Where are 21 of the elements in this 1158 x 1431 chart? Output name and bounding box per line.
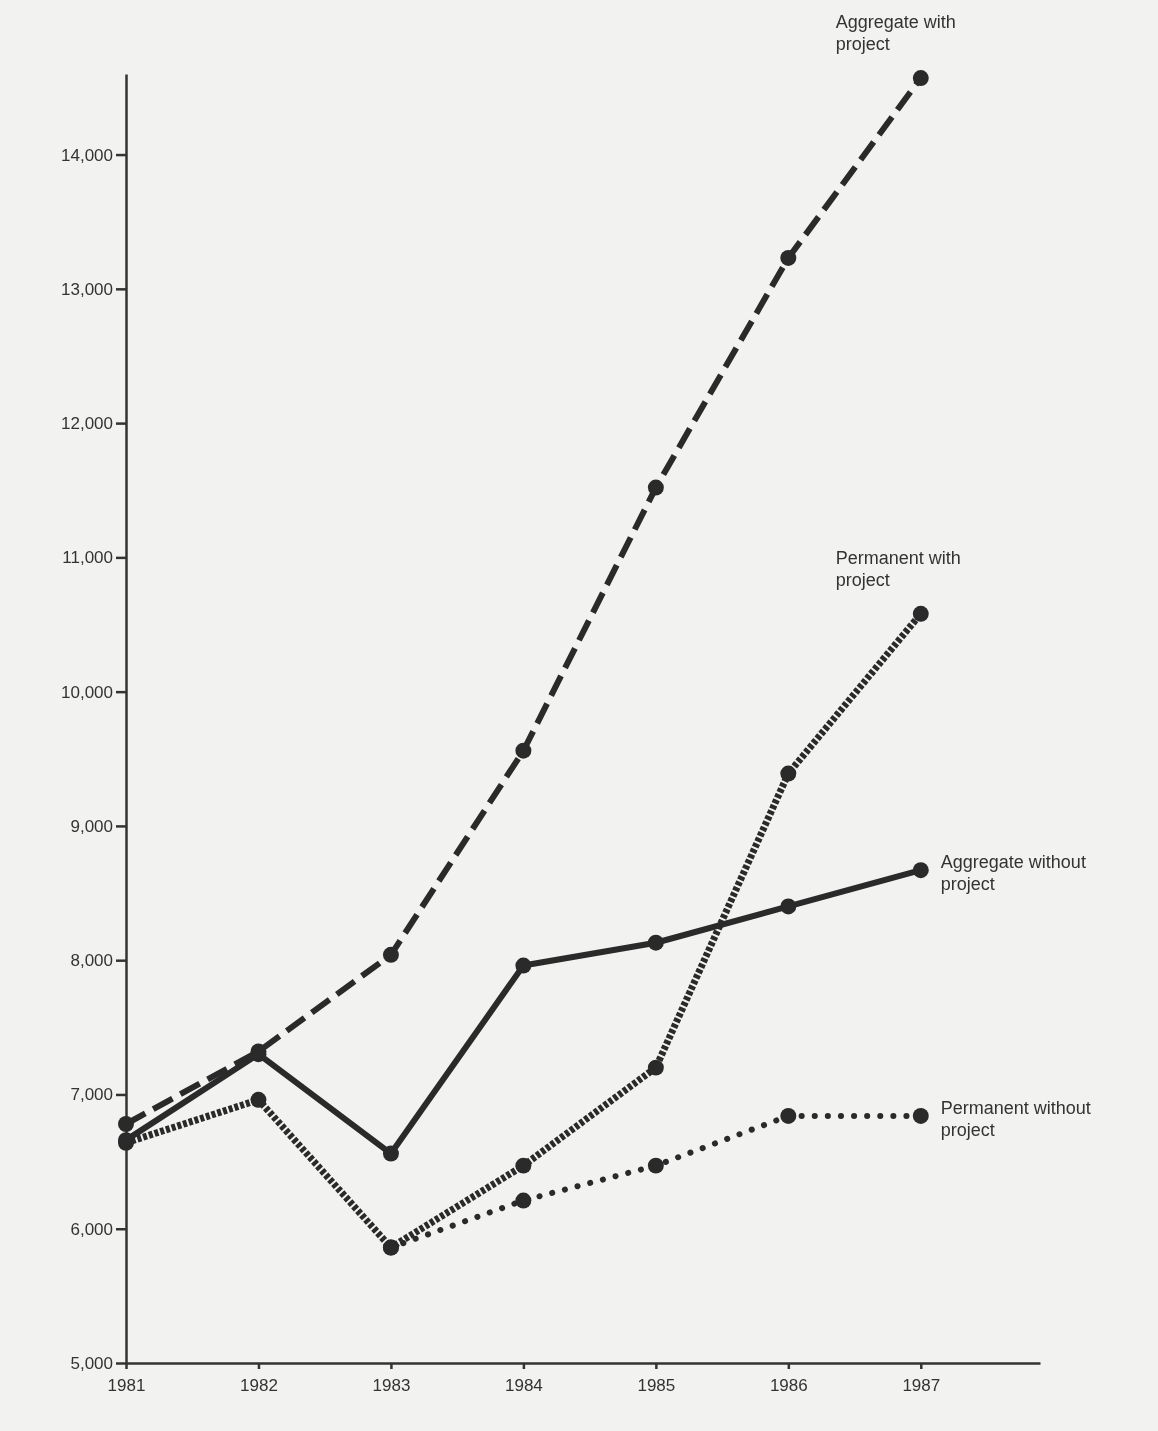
- series-label: Aggregate without project: [940, 852, 1086, 895]
- y-tick-label: 12,000: [61, 414, 113, 434]
- y-tick-label: 14,000: [61, 145, 113, 165]
- x-tick-label: 1987: [902, 1375, 941, 1395]
- y-tick-label: 7,000: [70, 1085, 113, 1105]
- x-tick-label: 1986: [769, 1375, 808, 1395]
- y-tick-label: 10,000: [61, 682, 113, 702]
- y-tick-label: 6,000: [70, 1219, 113, 1239]
- y-tick-label: 11,000: [62, 548, 113, 568]
- x-tick-label: 1981: [107, 1375, 146, 1395]
- x-tick-label: 1982: [240, 1375, 278, 1395]
- text: Permanent with project: [835, 547, 961, 590]
- x-tick-label: 1985: [637, 1375, 676, 1395]
- y-tick-label: 5,000: [70, 1353, 113, 1373]
- y-tick-label: 8,000: [70, 951, 113, 971]
- series-label: Aggregate with project: [835, 12, 956, 55]
- series-label: Permanent without project: [940, 1097, 1091, 1140]
- y-tick-label: 13,000: [61, 279, 113, 299]
- y-tick-label: 9,000: [70, 816, 113, 836]
- x-tick-label: 1983: [372, 1375, 411, 1395]
- x-tick-label: 1984: [504, 1375, 543, 1395]
